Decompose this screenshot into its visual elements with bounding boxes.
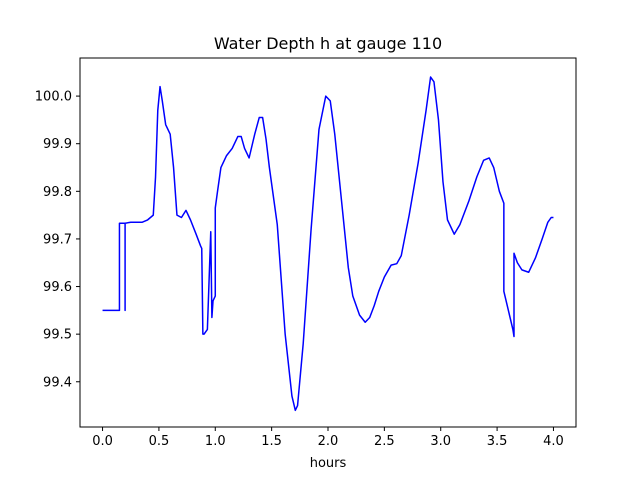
x-tick-label: 2.0 [318,434,339,449]
x-tick-label: 1.5 [261,434,282,449]
y-axis: 99.4 99.5 99.6 99.7 99.8 99.9 100.0 [35,90,80,390]
y-tick-label: 99.5 [43,328,72,343]
x-axis: 0.0 0.5 1.0 1.5 2.0 2.5 3.0 3.5 4.0 [92,427,564,449]
y-tick-label: 100.0 [35,90,72,105]
series-line [102,76,554,412]
chart-title: Water Depth h at gauge 110 [214,34,442,53]
x-tick-label: 0.0 [92,434,113,449]
x-tick-label: 2.5 [374,434,395,449]
y-tick-label: 99.6 [43,280,72,295]
x-tick-label: 3.0 [430,434,451,449]
plot-area-frame [79,57,577,428]
y-tick-label: 99.8 [43,185,72,200]
x-tick-label: 4.0 [543,434,564,449]
y-tick-label: 99.9 [43,137,72,152]
series-layer [102,76,554,412]
x-axis-label: hours [310,456,347,471]
y-tick-label: 99.7 [43,232,72,247]
x-tick-label: 0.5 [149,434,170,449]
y-tick-label: 99.4 [43,375,72,390]
x-tick-label: 1.0 [205,434,226,449]
x-tick-label: 3.5 [487,434,508,449]
